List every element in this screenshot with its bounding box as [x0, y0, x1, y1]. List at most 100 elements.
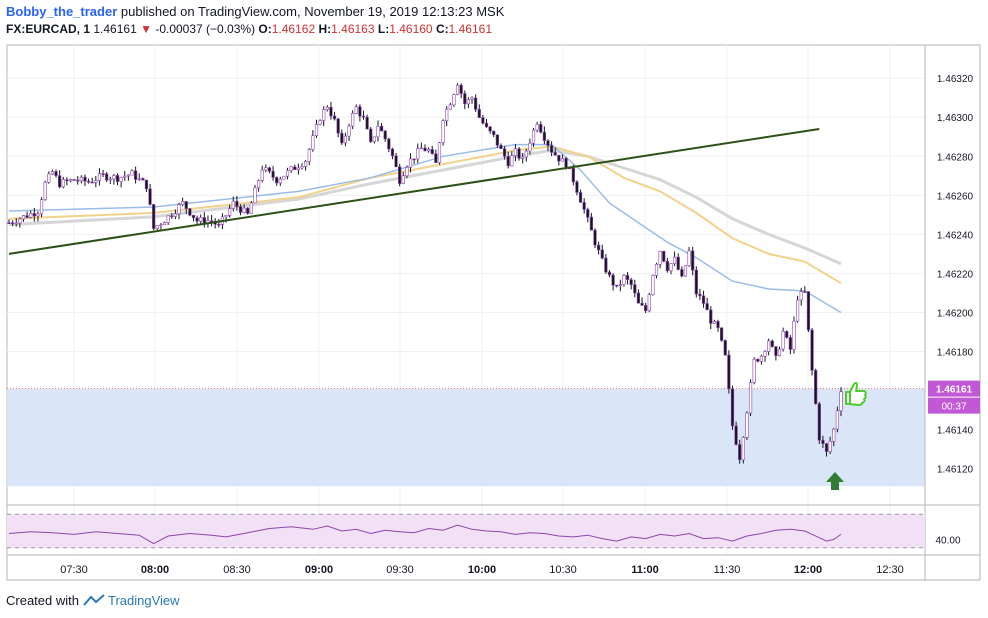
candle-body	[759, 355, 764, 362]
candle-body	[14, 222, 18, 225]
candle-body	[615, 284, 619, 287]
candle-body	[441, 120, 445, 143]
candle-body	[419, 147, 423, 150]
candle-body	[513, 148, 518, 156]
candle-body	[115, 175, 120, 182]
candle-body	[112, 175, 116, 180]
candle-body	[821, 439, 825, 444]
candle-body	[636, 292, 641, 304]
last-price-label-box	[928, 380, 980, 397]
candle-body	[651, 275, 655, 296]
candle-body	[622, 275, 626, 285]
candle-body	[188, 208, 192, 216]
price-tick-label: 1.46200	[937, 308, 974, 319]
candle-body	[553, 152, 557, 156]
candle-body	[752, 358, 756, 383]
candle-body	[97, 173, 102, 181]
candle-body	[586, 209, 590, 218]
moving-average-blue	[8, 143, 842, 314]
candle-body	[137, 178, 141, 180]
candle-body	[79, 176, 83, 182]
candle-body	[528, 142, 532, 152]
symbol-label[interactable]: FX:EURCAD, 1	[6, 22, 91, 36]
candle-body	[152, 204, 156, 229]
candle-body	[25, 215, 29, 218]
candle-body	[249, 202, 253, 214]
rsi-band	[7, 514, 925, 548]
price-tick-label: 1.46260	[937, 191, 974, 202]
candle-body	[383, 130, 387, 140]
candle-body	[256, 180, 261, 189]
candle-body	[582, 202, 586, 210]
candle-body	[369, 128, 373, 142]
created-with-text: Created with	[6, 593, 79, 608]
last-price-label: 1.46161	[936, 385, 973, 396]
candle-body	[416, 148, 420, 160]
candle-body	[130, 170, 134, 176]
tradingview-link[interactable]: TradingView	[108, 593, 180, 608]
candle-body	[578, 192, 583, 203]
candle-body	[445, 108, 449, 121]
candle-body	[607, 271, 612, 276]
candle-body	[376, 125, 380, 138]
candle-body	[517, 148, 521, 159]
candle-body	[767, 340, 771, 352]
author-link[interactable]: Bobby_the_trader	[6, 4, 118, 19]
candle-body	[814, 370, 818, 404]
candle-body	[824, 443, 829, 452]
candle-body	[105, 173, 109, 181]
time-tick-label: 09:00	[305, 564, 333, 576]
candle-body	[474, 97, 478, 110]
support-zone	[7, 388, 925, 487]
candle-body	[597, 244, 601, 251]
candle-body	[738, 444, 742, 461]
candle-body	[394, 155, 398, 168]
candle-body	[795, 299, 800, 322]
candle-body	[423, 147, 427, 152]
candle-body	[625, 275, 630, 280]
time-tick-label: 12:30	[876, 564, 904, 576]
candle-body	[437, 142, 442, 163]
candle-body	[448, 104, 452, 110]
candle-body	[332, 115, 337, 120]
candle-body	[372, 136, 376, 142]
publish-info: Bobby_the_trader published on TradingVie…	[6, 4, 504, 19]
candle-body	[672, 256, 677, 264]
candle-body	[492, 130, 496, 136]
candle-body	[524, 150, 528, 158]
candle-body	[32, 213, 36, 217]
candle-body	[792, 320, 796, 350]
price-tick-label: 1.46280	[937, 152, 974, 163]
candles	[7, 83, 843, 464]
candle-body	[54, 171, 58, 176]
candle-body	[560, 157, 565, 162]
candle-body	[430, 149, 434, 155]
candle-body	[387, 138, 391, 150]
candle-body	[539, 124, 543, 133]
candle-body	[405, 167, 409, 177]
candle-body	[734, 425, 738, 445]
candle-body	[770, 340, 774, 347]
price-tick-label: 1.46140	[937, 426, 974, 437]
candle-body	[550, 145, 554, 153]
candle-body	[781, 331, 785, 350]
candle-body	[134, 170, 138, 180]
candle-body	[788, 337, 792, 350]
candle-body	[11, 222, 15, 225]
candle-body	[828, 440, 832, 452]
candle-body	[756, 358, 760, 362]
candle-body	[50, 171, 55, 175]
candle-body	[575, 181, 579, 193]
thumbs-up-shape	[845, 381, 867, 406]
candle-body	[531, 129, 536, 144]
candle-body	[166, 215, 170, 223]
candle-body	[155, 225, 159, 229]
candle-body	[199, 217, 203, 222]
candle-body	[271, 170, 275, 178]
candle-body	[65, 179, 69, 182]
candle-body	[242, 207, 246, 213]
candle-body	[275, 177, 279, 184]
ohlc-legend: FX:EURCAD, 1 1.46161 ▼ -0.00037 (−0.03%)…	[6, 22, 492, 36]
price-tick-label: 1.46300	[937, 113, 974, 124]
